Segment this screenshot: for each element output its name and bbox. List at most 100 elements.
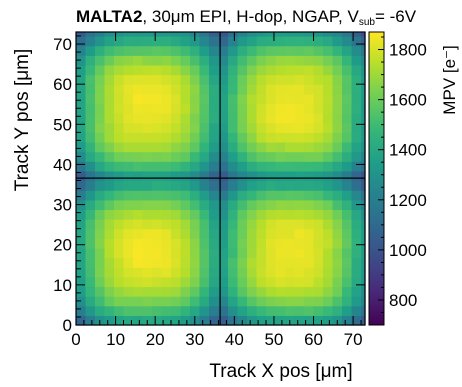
heatmap-bin — [342, 199, 353, 210]
heatmap-bin — [361, 141, 366, 153]
heatmap-bin — [190, 36, 201, 47]
heatmap-bin — [304, 113, 315, 124]
heatmap-bin — [228, 74, 239, 85]
heatmap-bin — [180, 132, 191, 143]
heatmap-bin — [351, 228, 362, 239]
z-tick-label: 1400 — [389, 141, 427, 160]
heatmap-bin — [332, 247, 343, 259]
heatmap-bin — [304, 257, 315, 268]
heatmap-bin — [123, 122, 134, 133]
heatmap-bin — [142, 296, 153, 307]
heatmap-bin — [275, 141, 286, 153]
heatmap-bin — [171, 209, 182, 220]
heatmap-bin — [161, 132, 172, 143]
heatmap-bin — [323, 132, 334, 143]
heatmap-bin — [247, 296, 258, 307]
heatmap-bin — [133, 113, 144, 124]
heatmap-bin — [104, 122, 115, 133]
heatmap-bin — [133, 190, 144, 201]
heatmap-bin — [114, 141, 125, 153]
heatmap-bin — [247, 180, 258, 191]
heatmap-bin — [85, 64, 96, 76]
heatmap-bin — [133, 296, 144, 307]
heatmap-bin — [247, 161, 258, 172]
heatmap-bin — [133, 170, 144, 182]
heatmap-bin — [294, 209, 305, 220]
heatmap-bin — [256, 257, 267, 268]
y-tick-label: 50 — [53, 115, 72, 134]
heatmap-bin — [342, 170, 353, 182]
heatmap-bin — [95, 209, 106, 220]
heatmap-bin — [133, 315, 144, 326]
heatmap-bin — [104, 32, 115, 37]
heatmap-bin — [332, 228, 343, 239]
heatmap-bin — [76, 315, 87, 326]
heatmap-bin — [171, 247, 182, 259]
heatmap-bin — [76, 276, 87, 288]
heatmap-bin — [161, 74, 172, 85]
heatmap-bin — [218, 84, 229, 95]
heatmap-bin — [228, 190, 239, 201]
heatmap-bin — [123, 315, 134, 326]
heatmap-bin — [95, 257, 106, 268]
heatmap-bin — [332, 141, 343, 153]
heatmap-bin — [294, 276, 305, 288]
heatmap-bin — [104, 151, 115, 162]
heatmap-bin — [323, 247, 334, 259]
heatmap-bin — [152, 267, 163, 278]
heatmap-bin — [142, 247, 153, 259]
heatmap-bin — [247, 103, 258, 114]
heatmap-bin — [218, 315, 229, 326]
heatmap-bin — [85, 132, 96, 143]
heatmap-bin — [218, 93, 229, 105]
heatmap-bin — [247, 238, 258, 249]
heatmap-bin — [332, 296, 343, 307]
heatmap-bin — [237, 267, 248, 278]
heatmap-bin — [313, 36, 324, 47]
heatmap-bin — [161, 276, 172, 288]
heatmap-bin — [85, 296, 96, 307]
heatmap-bin — [95, 132, 106, 143]
heatmap-bin — [323, 238, 334, 249]
heatmap-bin — [209, 170, 220, 182]
heatmap-bin — [361, 36, 366, 47]
heatmap-bin — [199, 267, 210, 278]
heatmap-bin — [294, 267, 305, 278]
heatmap-bin — [256, 84, 267, 95]
heatmap-bin — [199, 170, 210, 182]
heatmap-bin — [76, 161, 87, 172]
heatmap-bin — [218, 132, 229, 143]
heatmap-bin — [285, 132, 296, 143]
heatmap-bin — [104, 257, 115, 268]
heatmap-bin — [247, 228, 258, 239]
heatmap-bin — [285, 170, 296, 182]
heatmap-bin — [342, 209, 353, 220]
heatmap-bin — [323, 141, 334, 153]
heatmap-bin — [190, 132, 201, 143]
heatmap-bin — [123, 296, 134, 307]
heatmap-bin — [171, 170, 182, 182]
heatmap-bin — [142, 55, 153, 66]
heatmap-bin — [218, 170, 229, 182]
heatmap-bin — [247, 113, 258, 124]
heatmap-bin — [323, 84, 334, 95]
heatmap-bin — [76, 190, 87, 201]
heatmap-bin — [161, 141, 172, 153]
heatmap-bin — [95, 296, 106, 307]
heatmap-bin — [237, 32, 248, 37]
heatmap-bin — [313, 32, 324, 37]
heatmap-bin — [133, 36, 144, 47]
heatmap-bin — [104, 219, 115, 230]
heatmap-bin — [114, 74, 125, 85]
heatmap-bin — [218, 161, 229, 172]
heatmap-bin — [152, 122, 163, 133]
heatmap-bin — [95, 32, 106, 37]
z-tick-label: 1800 — [389, 41, 427, 60]
heatmap-bin — [152, 209, 163, 220]
heatmap-bin — [351, 276, 362, 288]
heatmap-bin — [304, 161, 315, 172]
heatmap-bin — [285, 209, 296, 220]
heatmap-bin — [152, 132, 163, 143]
heatmap-bin — [76, 64, 87, 76]
heatmap-bin — [351, 247, 362, 259]
